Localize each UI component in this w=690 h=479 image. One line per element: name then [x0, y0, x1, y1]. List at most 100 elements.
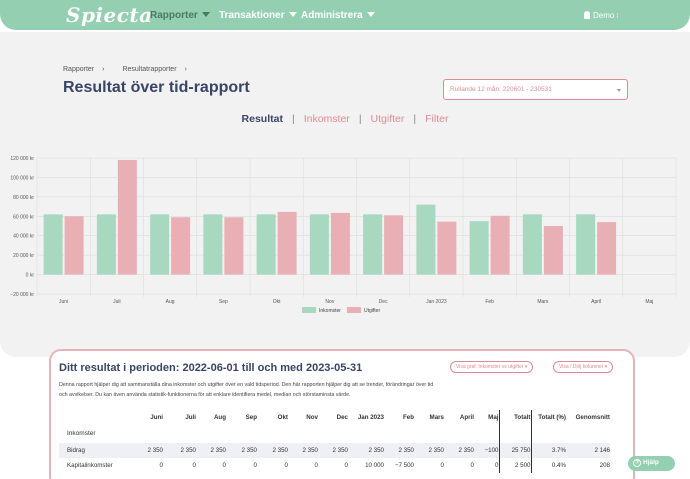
y-tick-label: 60 000 kr: [13, 214, 34, 220]
card-title: Ditt resultat i perioden: 2022-06-01 til…: [59, 362, 363, 374]
y-tick-label: 100 000 kr: [10, 175, 34, 181]
user-icon: [584, 11, 590, 19]
legend-swatch-expense: [347, 307, 361, 313]
table-row[interactable]: Bidrag 2 350 2 350 2 350 2 350 2 350 2 3…: [59, 443, 610, 458]
card-description: Denna rapport hjälper dig att sammanstäl…: [59, 382, 434, 398]
table-cell: 0: [495, 462, 499, 469]
expense-bar: [330, 212, 350, 275]
help-button[interactable]: ? Hjälp: [628, 456, 675, 471]
income-bar: [43, 214, 63, 275]
breadcrumb-separator-icon: ›: [184, 66, 187, 73]
table-cell: −100: [474, 443, 499, 458]
period-select[interactable]: Rullande 12 mån: 220601 - 230531: [443, 79, 628, 100]
table-header: Genomsnitt: [575, 413, 610, 421]
top-navbar: Spiecta Rapporter Transaktioner Administ…: [0, 0, 690, 30]
x-tick-label: Dec: [379, 299, 388, 305]
columns-select[interactable]: Visa / Dölj kolumner ▾: [553, 361, 614, 373]
nav-rapporter[interactable]: Rapporter: [150, 10, 210, 21]
x-tick-label: Maj: [645, 299, 653, 305]
caret-down-icon: ▾: [524, 364, 528, 370]
income-bar: [416, 204, 436, 275]
expense-bar: [543, 226, 563, 275]
question-icon: ?: [633, 459, 641, 467]
table-cell-total: 2 500: [498, 458, 531, 473]
table-header-row: Juni Juli Aug Sep Okt Nov Dec Jan 2023 F…: [59, 410, 610, 424]
table-header: April: [459, 413, 474, 421]
y-tick-label: 80 000 kr: [13, 195, 34, 201]
table-cell: 0: [344, 462, 348, 469]
breadcrumb-rapporter[interactable]: Rapporter: [63, 66, 95, 73]
tab-divider: |: [291, 113, 295, 125]
tab-inkomster[interactable]: Inkomster: [303, 113, 350, 125]
table-header: Sep: [245, 413, 257, 421]
table-row[interactable]: Kapitalinkomster 0 0 0 0 0 0 0 10 000 −7…: [59, 458, 610, 473]
tab-utgifter[interactable]: Utgifter: [370, 113, 405, 125]
expense-bar: [64, 216, 84, 275]
x-tick-label: Aug: [166, 299, 175, 305]
table-header: Juli: [185, 413, 196, 421]
table-cell-percent: 3.7%: [530, 443, 566, 458]
nav-transaktioner[interactable]: Transaktioner: [219, 10, 297, 21]
result-table: Juni Juli Aug Sep Okt Nov Dec Jan 2023 F…: [59, 410, 610, 473]
table-cell: 2 350: [414, 443, 444, 458]
expense-bar: [171, 217, 191, 275]
table-header: Maj: [488, 413, 499, 421]
x-tick-label: Sep: [219, 299, 228, 305]
table-header: Aug: [213, 413, 226, 421]
legend-swatch-income: [302, 307, 316, 313]
income-bar: [203, 214, 223, 275]
table-cell: 2 350: [444, 443, 474, 458]
income-bar: [96, 214, 116, 275]
section-label: Inkomster: [67, 430, 96, 437]
table-header: Juni: [150, 413, 163, 421]
user-menu[interactable]: Demo ⁞: [584, 11, 618, 20]
table-cell: 0: [440, 462, 444, 469]
table-cell: 0: [284, 462, 288, 469]
expense-bar: [224, 217, 244, 275]
expense-bar: [490, 215, 510, 275]
tab-divider: |: [358, 113, 362, 125]
x-tick-label: Feb: [485, 299, 494, 305]
table-cell: 2 350: [196, 443, 226, 458]
table-cell: 0: [470, 462, 474, 469]
table-cell-total: 25 750: [498, 443, 531, 458]
graph-select[interactable]: Visa graf: Inkomster vs utgifter ▾: [450, 361, 534, 373]
y-tick-label: 40 000 kr: [13, 234, 34, 240]
expense-bar: [277, 211, 297, 275]
logo[interactable]: Spiecta: [66, 3, 153, 27]
breadcrumb-separator-icon: ›: [102, 66, 105, 73]
row-label: Bidrag: [59, 443, 129, 458]
table-cell: 2 350: [163, 443, 196, 458]
legend-label: Inkomster: [319, 308, 341, 314]
chevron-down-icon: [366, 12, 375, 17]
table-cell: 0: [159, 462, 163, 469]
table-header: Totalt (%): [530, 410, 566, 424]
income-bar: [469, 221, 489, 275]
income-bar: [576, 214, 596, 275]
tab-resultat[interactable]: Resultat: [241, 113, 283, 125]
breadcrumb-resultatrapporter[interactable]: Resultatrapporter: [122, 66, 177, 73]
expense-bar: [597, 222, 617, 275]
y-tick-label: 0 kr: [26, 273, 35, 279]
table-cell: 2 350: [288, 443, 318, 458]
table-header: [59, 410, 129, 424]
income-bar: [522, 214, 542, 275]
table-cell: 0: [192, 462, 196, 469]
expense-bar: [437, 221, 457, 275]
table-cell-average: 208: [599, 462, 610, 469]
chevron-down-icon: [201, 12, 210, 17]
expense-bar: [117, 159, 137, 275]
nav-administrera[interactable]: Administrera: [301, 10, 375, 21]
expense-bar: [384, 215, 404, 275]
y-tick-label: 120 000 kr: [10, 156, 34, 162]
tab-filter[interactable]: Filter: [425, 113, 449, 125]
income-bar: [309, 214, 329, 275]
table-cell: 0: [253, 462, 257, 469]
row-label: Kapitalinkomster: [67, 462, 113, 469]
page-title: Resultat över tid-rapport: [63, 79, 250, 96]
caret-down-icon: ▾: [604, 364, 608, 370]
table-cell: 10 000: [365, 462, 384, 469]
table-cell: 2 350: [257, 443, 288, 458]
x-tick-label: April: [591, 299, 601, 305]
table-cell: 2 350: [226, 443, 257, 458]
